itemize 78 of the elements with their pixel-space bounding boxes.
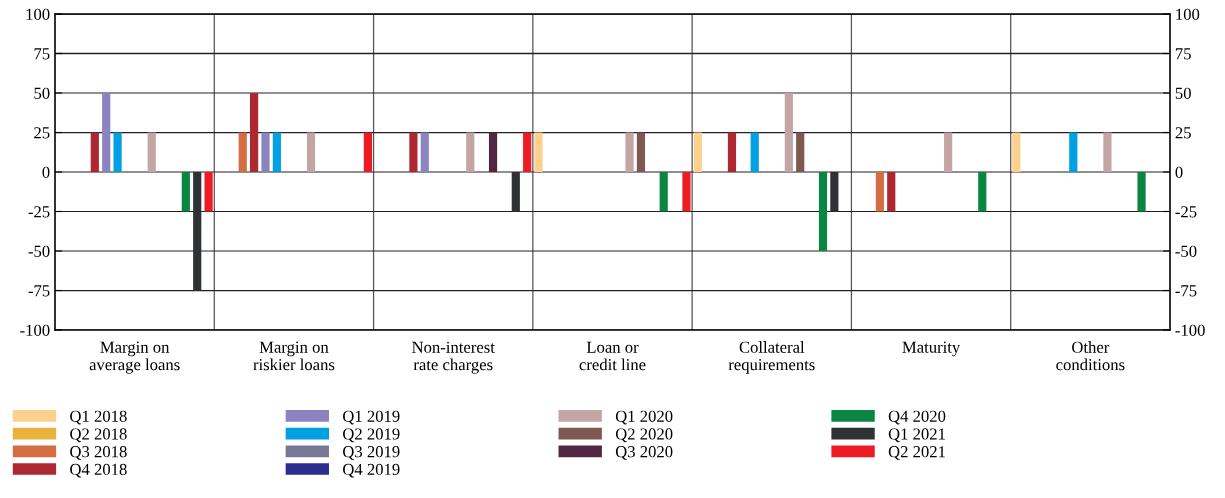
bar — [625, 132, 634, 172]
bar — [409, 132, 418, 172]
bar — [523, 132, 532, 172]
x-tick-label: Maturity — [902, 341, 961, 357]
legend-label: Q4 2020 — [888, 410, 946, 425]
bar — [693, 132, 702, 172]
bar — [784, 93, 793, 172]
y-tick-label: 75 — [34, 48, 50, 60]
y-tick-label: 0 — [42, 166, 50, 178]
y-tick-label: -75 — [28, 285, 50, 297]
bar — [1012, 132, 1021, 172]
legend-label: Q1 2020 — [615, 410, 673, 425]
bar — [238, 132, 247, 172]
legend-label: Q1 2021 — [888, 428, 945, 443]
x-tick-label: Loan or credit line — [579, 341, 646, 371]
bar — [875, 172, 884, 212]
y2-tick-label: 25 — [1175, 127, 1191, 139]
y-tick-label: 100 — [26, 8, 50, 20]
bar — [113, 132, 122, 172]
x-tick-label: Margin on average loans — [89, 341, 180, 374]
bar — [887, 172, 896, 212]
y2-tick-label: 50 — [1175, 87, 1191, 99]
y2-tick-label: -25 — [1175, 206, 1197, 218]
bar — [90, 132, 99, 172]
bar — [488, 132, 498, 172]
bar — [944, 132, 953, 172]
legend-label: Q3 2019 — [343, 446, 400, 460]
legend-label: Q2 2021 — [888, 446, 945, 460]
x-tick-label: Other conditions — [1056, 341, 1125, 371]
bar — [1103, 132, 1112, 172]
bar — [181, 172, 190, 212]
y2-tick-label: 100 — [1176, 8, 1200, 20]
bar — [727, 132, 737, 172]
bar — [818, 172, 828, 251]
x-tick-label: Collateral requirements — [728, 341, 815, 374]
bar — [1137, 172, 1146, 212]
legend-label: Q2 2018 — [70, 428, 127, 443]
y2-tick-label: 75 — [1175, 48, 1191, 60]
legend-label: Q3 2020 — [615, 446, 673, 460]
x-tick-label: Non-interest rate charges — [412, 341, 495, 374]
legend-label: Q4 2018 — [70, 463, 127, 478]
bar — [363, 132, 372, 172]
x-tick-label: Margin on riskier loans — [253, 341, 335, 371]
bar — [420, 132, 429, 172]
bar — [306, 132, 316, 172]
bar — [978, 172, 987, 212]
y2-tick-label: 0 — [1175, 166, 1183, 178]
bar — [796, 132, 805, 172]
y-tick-label: -25 — [28, 206, 50, 218]
bar — [534, 132, 543, 172]
bar — [204, 172, 213, 212]
legend-label: Q3 2018 — [70, 446, 127, 460]
bar — [511, 172, 520, 212]
legend-label: Q1 2019 — [343, 410, 400, 425]
bar — [466, 132, 475, 172]
y2-tick-label: -50 — [1175, 245, 1197, 257]
y-tick-label: 25 — [34, 127, 50, 139]
y-tick-label: -100 — [20, 324, 50, 336]
legend-label: Q4 2019 — [343, 463, 400, 478]
bar — [193, 172, 202, 291]
bar — [659, 172, 668, 212]
bar — [261, 132, 270, 172]
bar — [636, 132, 646, 172]
y2-tick-label: -75 — [1175, 285, 1197, 297]
bar — [250, 93, 259, 172]
bar — [750, 132, 759, 172]
bar — [102, 93, 111, 172]
legend-label: Q2 2019 — [343, 428, 400, 443]
bar — [682, 172, 691, 212]
bar — [1069, 132, 1078, 172]
y-tick-label: -50 — [28, 245, 50, 257]
bar — [272, 132, 281, 172]
y-tick-label: 50 — [34, 87, 50, 99]
bar — [147, 132, 156, 172]
y2-tick-label: -100 — [1175, 324, 1205, 336]
bar — [830, 172, 839, 212]
legend-label: Q1 2018 — [70, 410, 127, 425]
legend-label: Q2 2020 — [615, 428, 673, 443]
